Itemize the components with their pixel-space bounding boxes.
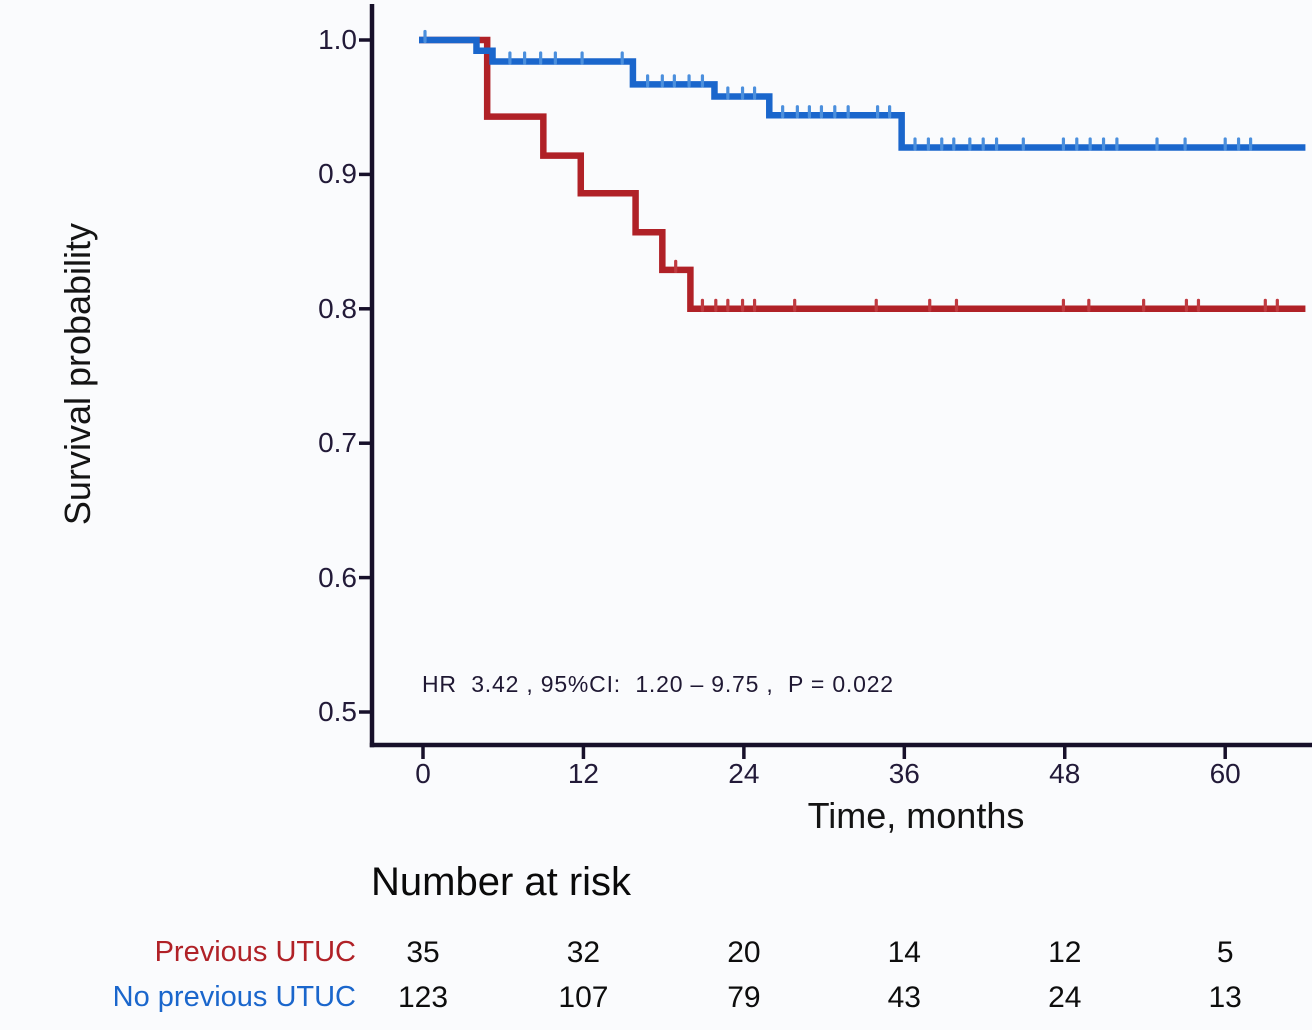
y-tick-label: 0.7	[318, 427, 357, 459]
x-tick-label: 48	[1049, 758, 1081, 789]
y-tick-label: 0.5	[318, 696, 357, 727]
x-tick-label: 0	[415, 758, 431, 789]
risk-row-label-no-previous-utuc: No previous UTUC	[112, 981, 356, 1013]
risk-count: 35	[406, 936, 440, 969]
y-tick-label: 0.8	[318, 292, 357, 324]
risk-count: 24	[1048, 981, 1082, 1014]
x-tick-label: 12	[567, 758, 600, 789]
risk-count: 107	[558, 981, 609, 1014]
x-tick-label: 60	[1209, 758, 1241, 789]
risk-count: 14	[887, 936, 921, 969]
x-tick-label: 36	[888, 758, 920, 789]
y-tick-label: 0.9	[318, 158, 357, 190]
x-axis-title: Time, months	[807, 795, 1025, 836]
survival-curve-previous-utuc	[419, 36, 1306, 313]
risk-count: 20	[727, 936, 761, 969]
number-at-risk-title: Number at risk	[371, 860, 632, 904]
x-tick-label: 24	[728, 758, 760, 789]
risk-count: 12	[1048, 936, 1082, 969]
y-tick-label: 0.6	[318, 561, 357, 593]
risk-count: 79	[727, 981, 761, 1014]
y-axis-title: Survival probability	[57, 222, 98, 526]
risk-count: 5	[1216, 936, 1234, 969]
risk-count: 43	[887, 981, 921, 1014]
risk-row-label-previous-utuc: Previous UTUC	[154, 936, 356, 968]
hr-annotation: HR 3.42 , 95%CI: 1.20 – 9.75 , P = 0.022	[422, 671, 894, 697]
risk-count: 123	[397, 981, 449, 1014]
survival-curve-no-previous-utuc	[419, 36, 1306, 151]
y-tick-label: 1.0	[318, 24, 357, 55]
risk-count: 13	[1208, 981, 1242, 1014]
risk-count: 32	[566, 936, 601, 969]
